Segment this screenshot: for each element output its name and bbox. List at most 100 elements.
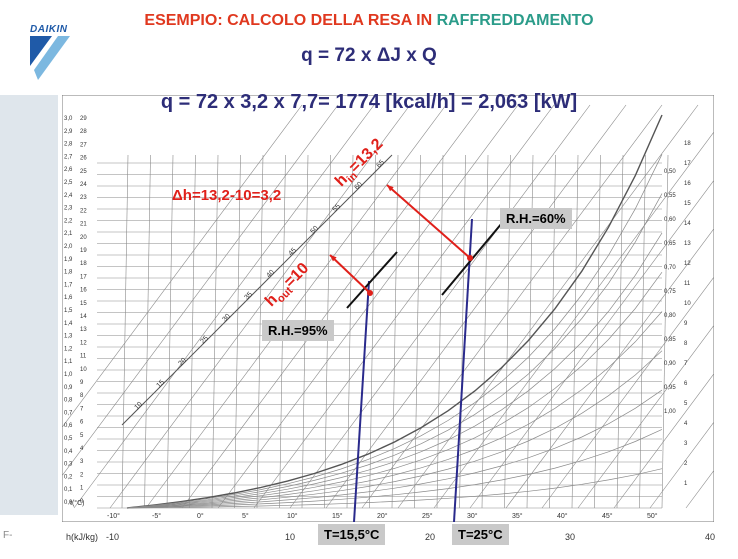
dry-bulb-line bbox=[459, 154, 466, 509]
formula-general: q = 72 x ΔJ x Q bbox=[301, 45, 437, 66]
right-axis-tick: 18 bbox=[684, 141, 691, 147]
left-axis-tick-2: 3 bbox=[80, 459, 84, 465]
left-axis-tick: 2,0 bbox=[64, 244, 73, 250]
title-part1: ESEMPIO: CALCOLO DELLA RESA IN bbox=[144, 12, 437, 29]
left-axis-tick: 2,5 bbox=[64, 180, 73, 186]
left-axis-tick: 0,3 bbox=[64, 462, 73, 468]
left-axis-tick: 0,1 bbox=[64, 487, 73, 493]
temperature-tick: -10° bbox=[107, 512, 120, 520]
h-in-arrow bbox=[386, 184, 471, 259]
left-axis-tick-2: 1 bbox=[80, 486, 84, 492]
enthalpy-line bbox=[325, 104, 627, 509]
relative-humidity-curve bbox=[126, 232, 663, 509]
right-axis-tick: 11 bbox=[684, 281, 691, 287]
left-axis-tick: 2,4 bbox=[64, 193, 73, 199]
footer-left: F- bbox=[3, 530, 13, 541]
state-point bbox=[467, 255, 473, 261]
dry-bulb-line bbox=[144, 154, 151, 509]
dry-bulb-line bbox=[121, 154, 129, 509]
left-axis-tick-2: 9 bbox=[80, 380, 84, 386]
left-axis-tick-2: 25 bbox=[80, 169, 87, 175]
dry-bulb-line bbox=[661, 154, 669, 509]
enthalpy-line bbox=[145, 104, 447, 509]
temperature-line-15-5 bbox=[353, 280, 370, 523]
left-axis-tick: 1,8 bbox=[64, 270, 73, 276]
temperature-tick: 40° bbox=[557, 512, 568, 520]
temperature-tick: 50° bbox=[647, 512, 658, 520]
enthalpy-scale-tick: 40 bbox=[265, 269, 276, 280]
enthalpy-line bbox=[649, 389, 738, 509]
right-axis-tick: 4 bbox=[684, 421, 688, 427]
left-axis-tick: 2,2 bbox=[64, 218, 73, 224]
right-axis-tick: 3 bbox=[684, 441, 688, 447]
left-axis-tick: 0,5 bbox=[64, 436, 73, 442]
psychrometric-chart: 10 15 20 25 30 35 40 45 50 55 60 65 3,0 2,9 2,8 2,7 2,6 2… bbox=[1, 94, 738, 523]
enthalpy-scale-tick: 60 bbox=[353, 181, 364, 192]
temperature-tick: -5° bbox=[152, 512, 161, 520]
relative-humidity-curve bbox=[126, 311, 663, 509]
left-axis-tick: 2,8 bbox=[64, 142, 73, 148]
left-axis-tick: 2,9 bbox=[64, 129, 73, 135]
enthalpy-scale-tick: 65 bbox=[375, 159, 386, 170]
relative-humidity-curve bbox=[126, 114, 663, 509]
right-axis-tick: 6 bbox=[684, 381, 688, 387]
enthalpy-line bbox=[181, 104, 483, 509]
left-axis-tick-2: 27 bbox=[80, 142, 87, 148]
left-axis-tick-2: 6 bbox=[80, 420, 84, 426]
left-axis-tick: 1,7 bbox=[64, 282, 73, 288]
right-axis-tick: 1 bbox=[684, 481, 688, 487]
left-axis-tick-2: 17 bbox=[80, 274, 87, 280]
temperature-tick: 35° bbox=[512, 512, 523, 520]
bottom-axis-label: t(°C) bbox=[70, 499, 84, 507]
formula-computed: q = 72 x 3,2 x 7,7= 1774 [kcal/h] = 2,06… bbox=[160, 91, 578, 113]
enthalpy-line bbox=[361, 104, 663, 509]
right-ratio-tick: 0,95 bbox=[664, 385, 676, 391]
left-axis-tick-2: 0 bbox=[80, 499, 84, 505]
temperature-tick: 25° bbox=[422, 512, 433, 520]
left-axis-tick: 1,9 bbox=[64, 257, 73, 263]
enthalpy-line bbox=[541, 244, 738, 509]
h-axis-tick: 10 bbox=[285, 532, 296, 542]
right-ratio-tick: 0,75 bbox=[664, 289, 676, 295]
left-axis-tick-2: 19 bbox=[80, 248, 87, 254]
right-ratio-tick: 0,50 bbox=[664, 169, 676, 175]
h-out-arrow bbox=[329, 254, 371, 294]
left-axis-tick-2: 14 bbox=[80, 314, 87, 320]
h-axis-tick: -10 bbox=[106, 532, 120, 542]
left-axis-tick-2: 7 bbox=[80, 406, 84, 412]
left-axis-tick: 2,6 bbox=[64, 167, 73, 173]
rh95-box: R.H.=95% bbox=[262, 320, 334, 341]
right-axis-tick: 12 bbox=[684, 261, 691, 267]
delta-h-label: Δh=13,2-10=3,2 bbox=[172, 187, 281, 204]
enthalpy-scale-tick: 10 bbox=[133, 401, 144, 412]
relative-humidity-curve bbox=[126, 154, 663, 509]
right-axis-tick: 9 bbox=[684, 321, 688, 327]
left-axis-tick-2: 18 bbox=[80, 261, 87, 267]
enthalpy-line bbox=[253, 104, 555, 509]
dry-bulb-line bbox=[234, 154, 241, 509]
enthalpy-scale-tick: 25 bbox=[199, 335, 210, 346]
relative-humidity-curve bbox=[126, 193, 663, 509]
enthalpy-scale bbox=[121, 154, 393, 426]
left-axis-tick: 1,0 bbox=[64, 372, 73, 378]
left-axis-tick-2: 12 bbox=[80, 340, 87, 346]
dry-bulb-line bbox=[369, 154, 376, 509]
relative-humidity-curve bbox=[126, 350, 663, 509]
left-axis-tick-2: 29 bbox=[80, 116, 87, 122]
left-axis-tick-2: 22 bbox=[80, 208, 87, 214]
dry-bulb-line bbox=[346, 154, 354, 509]
left-axis-tick: 0,7 bbox=[64, 410, 73, 416]
right-axis-tick: 17 bbox=[684, 161, 691, 167]
left-axis-tick: 2,1 bbox=[64, 231, 73, 237]
temperature-tick: 20° bbox=[377, 512, 388, 520]
daikin-logo: DAIKIN bbox=[30, 24, 74, 82]
enthalpy-line bbox=[505, 195, 738, 509]
enthalpy-scale-tick: 45 bbox=[287, 247, 298, 258]
left-axis-tick-2: 8 bbox=[80, 393, 84, 399]
left-axis-tick-2: 24 bbox=[80, 182, 87, 188]
dry-bulb-line bbox=[616, 154, 624, 509]
dry-bulb-line bbox=[256, 154, 264, 509]
relative-humidity-curve bbox=[126, 468, 663, 509]
left-axis-tick-2: 11 bbox=[80, 354, 87, 360]
left-axis-tick-2: 2 bbox=[80, 472, 84, 478]
